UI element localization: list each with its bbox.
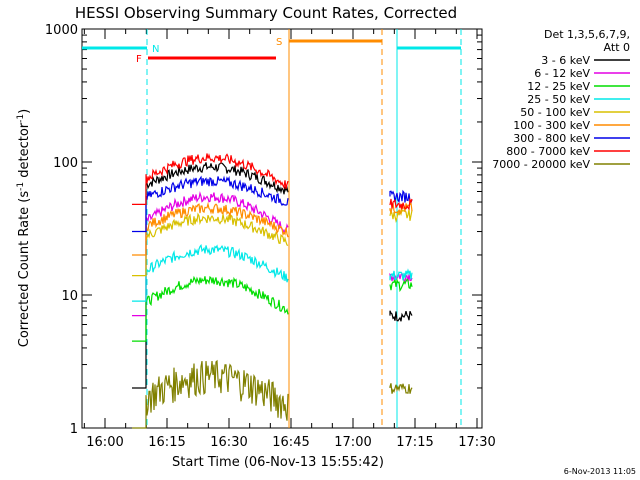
series-line-post <box>389 310 413 322</box>
x-tick-label: 16:45 <box>272 435 309 450</box>
x-axis-label: Start Time (06-Nov-13 15:55:42) <box>172 455 384 470</box>
x-tick-label: 17:15 <box>396 435 433 450</box>
legend-label: 6 - 12 keV <box>534 67 590 80</box>
legend-label: 800 - 7000 keV <box>506 145 590 158</box>
y-axis-label-sup1: -1 <box>16 182 26 191</box>
intervals-layer: NF S <box>82 29 462 428</box>
series-800-7000keV <box>132 153 413 211</box>
series-layer <box>132 153 413 429</box>
series-100-300keV <box>132 201 413 256</box>
series-line-main <box>132 359 289 429</box>
series-300-800keV <box>132 175 413 233</box>
y-axis-label-sup2: -1 <box>16 114 26 123</box>
y-axis-label: Corrected Count Rate (s-1 detector-1) <box>16 109 32 347</box>
night-label: N <box>152 44 159 55</box>
y-axis-label-main: Corrected Count Rate (s <box>17 191 32 348</box>
chart-title: HESSI Observing Summary Count Rates, Cor… <box>75 4 457 22</box>
x-tick-label: 16:15 <box>148 435 185 450</box>
series-line-post <box>389 189 413 204</box>
date-stamp: 6-Nov-2013 11:05 <box>564 467 636 476</box>
saa-label: S <box>276 37 282 48</box>
series-line-post <box>389 383 413 394</box>
legend-label: 7000 - 20000 keV <box>492 158 590 171</box>
flare-label: F <box>136 54 142 65</box>
y-tick-label: 10 <box>61 289 78 304</box>
legend-label: 300 - 800 keV <box>513 132 590 145</box>
plot-frame <box>81 28 483 429</box>
series-line-post <box>389 197 413 211</box>
series-line-main <box>132 153 289 205</box>
y-axis-label-mid: detector <box>17 122 32 182</box>
legend-label: 3 - 6 keV <box>541 54 590 67</box>
y-tick-label: 100 <box>53 156 78 171</box>
series-3-6keV <box>132 162 413 389</box>
series-7000-20000keV <box>132 359 413 429</box>
y-tick-label: 1000 <box>45 23 78 38</box>
series-line-main <box>132 212 289 277</box>
series-12-25keV <box>132 275 413 342</box>
y-axis-label-end: ) <box>17 109 32 114</box>
axes-layer: 1 10 100 1000 16:00 16:15 16:30 16:45 17:00 17:15… <box>45 23 496 450</box>
x-tick-label: 16:30 <box>210 435 247 450</box>
x-tick-label: 17:30 <box>458 435 495 450</box>
legend-label: 100 - 300 keV <box>513 119 590 132</box>
x-tick-label: 17:00 <box>334 435 371 450</box>
legend-label: 25 - 50 keV <box>527 93 590 106</box>
series-line-main <box>132 162 289 389</box>
series-line-post <box>389 268 413 281</box>
legend-label: 12 - 25 keV <box>527 80 590 93</box>
series-line-main <box>132 190 289 317</box>
series-line-main <box>132 175 289 233</box>
legend-header-line1: Det 1,3,5,6,7,9, <box>544 28 630 41</box>
series-line-post <box>389 277 413 293</box>
series-line-main <box>132 275 289 342</box>
legend-label: 50 - 100 keV <box>520 106 590 119</box>
series-line-main <box>132 201 289 256</box>
legend-header-line2: Att 0 <box>604 41 630 54</box>
series-25-50keV <box>132 244 413 302</box>
x-tick-label: 16:00 <box>86 435 123 450</box>
y-tick-label: 1 <box>70 422 78 437</box>
series-line-main <box>132 244 289 302</box>
